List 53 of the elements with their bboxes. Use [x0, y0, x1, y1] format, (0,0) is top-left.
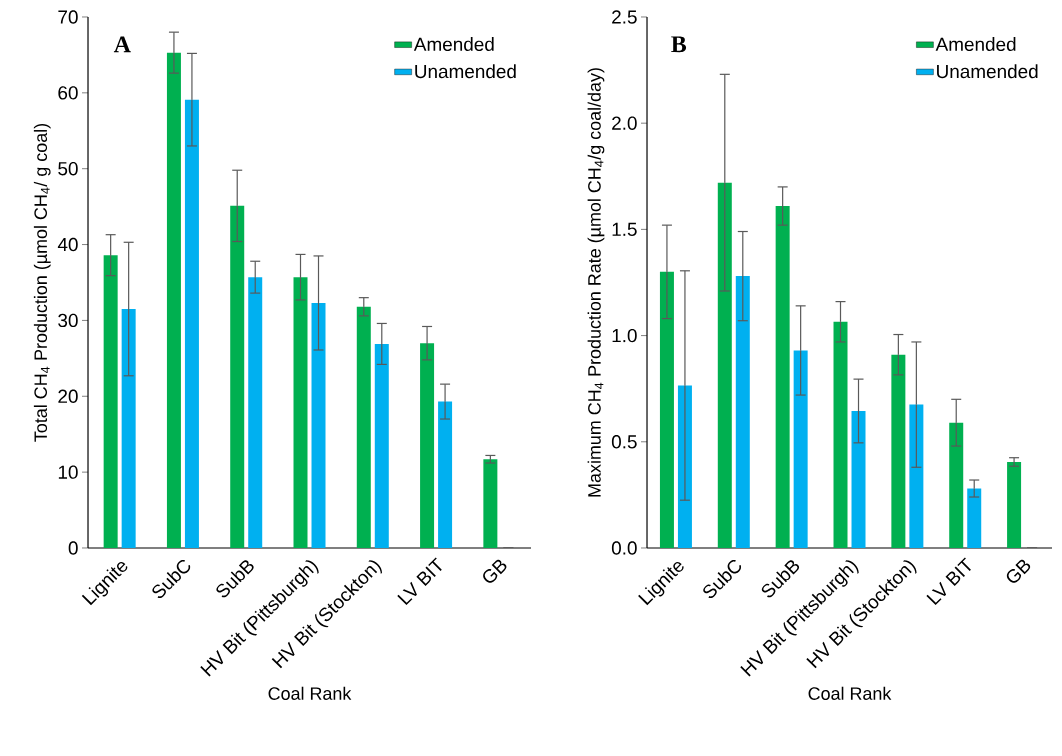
bar [248, 277, 263, 548]
y-tick-label: 40 [57, 237, 78, 252]
bar [438, 401, 453, 548]
annotation: B [671, 36, 687, 53]
x-axis-title: Coal Rank [268, 686, 352, 700]
bar [851, 410, 866, 548]
y-tick-label: 20 [58, 389, 78, 403]
x-tick-label: GB [1006, 559, 1031, 583]
bar [967, 488, 982, 548]
bar [833, 321, 848, 548]
y-tick-label: 60 [58, 86, 78, 100]
y-tick-label: 2.5 [612, 10, 637, 24]
y-tick-label: 0.5 [611, 435, 637, 449]
bar [1007, 461, 1022, 548]
legend-label: Unamended [415, 64, 516, 79]
bar [230, 205, 245, 548]
bar [293, 277, 308, 548]
x-tick-label: LV BIT [926, 557, 971, 606]
bar [909, 404, 924, 548]
y-tick-label: 0 [68, 541, 78, 555]
legend-label: Unamended [937, 64, 1038, 79]
bar [311, 302, 326, 548]
bar [103, 255, 118, 548]
annotation: A [113, 36, 131, 53]
y-tick-label: 2.0 [612, 116, 637, 130]
y-axis-title: Maximum CH$_{4}$ Production Rate (µmol CH$_{4}$/g coal/day) [587, 68, 605, 497]
bar [166, 52, 181, 548]
bar [717, 182, 732, 548]
bar [891, 354, 906, 548]
y-tick-label: 30 [58, 313, 78, 328]
legend-label: Amended [413, 37, 494, 51]
x-tick-label: LV BIT [397, 557, 442, 606]
bar [659, 271, 674, 548]
bar [374, 343, 389, 548]
bar [483, 459, 498, 548]
y-tick-label: 50 [58, 162, 78, 176]
bar [420, 343, 435, 548]
y-tick-label: 10 [58, 465, 78, 479]
bar [775, 206, 790, 548]
x-tick-label: GB [483, 559, 507, 583]
y-tick-label: 0.0 [611, 541, 637, 555]
bar [793, 350, 808, 548]
y-tick-label: 70 [58, 10, 78, 24]
bar [735, 276, 750, 548]
bar [184, 99, 199, 548]
x-axis-title: Coal Rank [808, 686, 892, 700]
y-tick-label: 1.5 [612, 222, 637, 236]
bar [949, 422, 964, 548]
bar [356, 306, 371, 548]
y-tick-label: 1.0 [612, 328, 637, 343]
bar [121, 309, 136, 548]
legend-label: Amended [935, 37, 1016, 51]
y-axis-title: Total CH$_{4}$ Production (µmol CH$_{4}$/ g coal) [33, 123, 51, 442]
